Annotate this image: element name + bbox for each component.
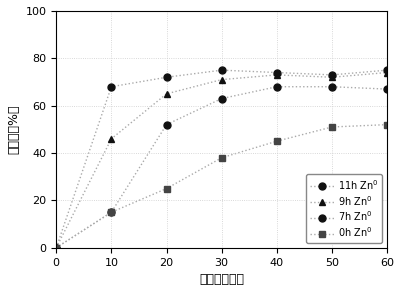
11h Zn$^0$ (330, 73, 334, 77)
11h Zn$^0$ (164, 76, 169, 79)
7h Zn$^0$ (330, 85, 334, 88)
9h Zn$^0$ (330, 76, 334, 79)
0h Zn$^0$ (54, 246, 59, 250)
7h Zn$^0$ (109, 210, 114, 214)
7h Zn$^0$ (164, 123, 169, 126)
0h Zn$^0$ (219, 156, 224, 160)
11h Zn$^0$ (274, 71, 279, 74)
11h Zn$^0$ (54, 246, 59, 250)
Legend: 11h Zn$^0$, 9h Zn$^0$, 7h Zn$^0$, 0h Zn$^0$: 11h Zn$^0$, 9h Zn$^0$, 7h Zn$^0$, 0h Zn$… (306, 174, 382, 243)
11h Zn$^0$ (219, 68, 224, 72)
7h Zn$^0$ (385, 87, 389, 91)
Y-axis label: 降解率（%）: 降解率（%） (7, 105, 20, 154)
Line: 9h Zn$^0$: 9h Zn$^0$ (53, 69, 391, 251)
X-axis label: 时间（分钟）: 时间（分钟） (199, 273, 244, 286)
9h Zn$^0$ (109, 137, 114, 141)
0h Zn$^0$ (330, 125, 334, 129)
7h Zn$^0$ (219, 97, 224, 100)
0h Zn$^0$ (109, 210, 114, 214)
0h Zn$^0$ (274, 139, 279, 143)
Line: 7h Zn$^0$: 7h Zn$^0$ (53, 83, 391, 251)
9h Zn$^0$ (54, 246, 59, 250)
0h Zn$^0$ (385, 123, 389, 126)
9h Zn$^0$ (164, 92, 169, 96)
9h Zn$^0$ (219, 78, 224, 81)
7h Zn$^0$ (54, 246, 59, 250)
11h Zn$^0$ (385, 68, 389, 72)
9h Zn$^0$ (385, 71, 389, 74)
11h Zn$^0$ (109, 85, 114, 88)
Line: 11h Zn$^0$: 11h Zn$^0$ (53, 67, 391, 251)
9h Zn$^0$ (274, 73, 279, 77)
Line: 0h Zn$^0$: 0h Zn$^0$ (53, 121, 391, 251)
7h Zn$^0$ (274, 85, 279, 88)
0h Zn$^0$ (164, 187, 169, 190)
